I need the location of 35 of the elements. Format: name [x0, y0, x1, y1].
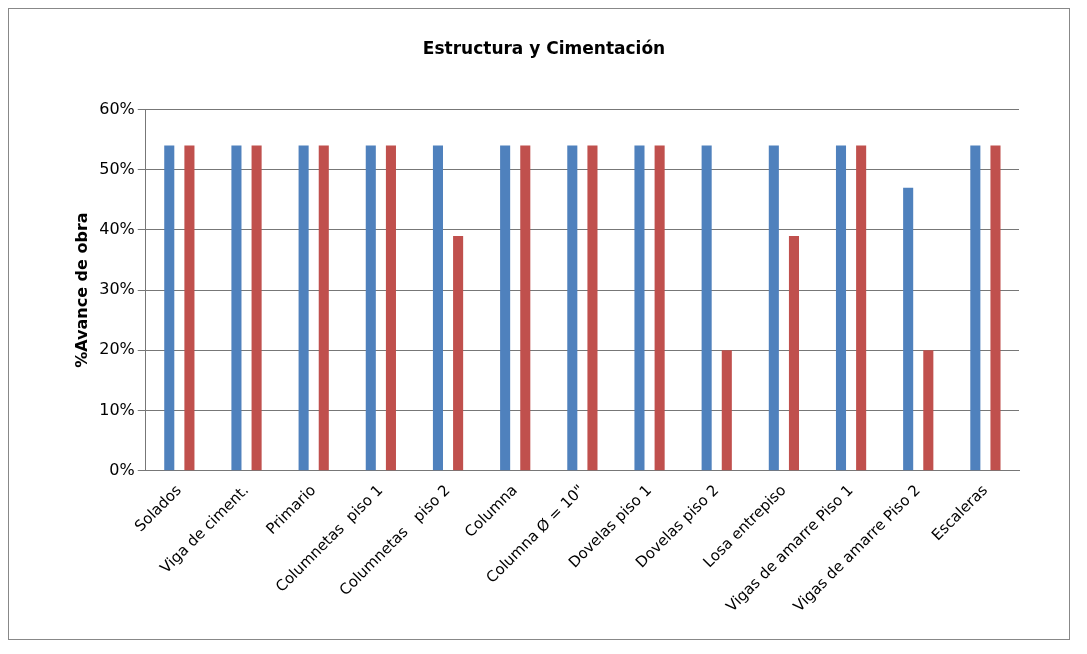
y-tick-label: 20%	[99, 339, 135, 359]
y-axis-title: %Avance de obra	[71, 212, 91, 368]
bar	[923, 350, 934, 471]
bar	[587, 145, 598, 471]
bar	[835, 145, 847, 471]
bar	[184, 145, 195, 471]
bar	[385, 145, 396, 471]
bar	[990, 145, 1001, 471]
bar	[634, 145, 645, 471]
bar	[164, 145, 175, 471]
bar	[231, 145, 242, 471]
y-tick-label: 10%	[99, 399, 135, 419]
bar	[500, 145, 511, 471]
y-tick-label: 40%	[99, 219, 135, 239]
bar	[251, 145, 262, 471]
bar	[298, 145, 309, 471]
bar	[520, 145, 531, 471]
bar	[768, 145, 779, 471]
bar	[318, 145, 329, 471]
bar	[701, 145, 712, 471]
bar	[788, 235, 800, 471]
y-tick-label: 50%	[99, 158, 135, 178]
bar	[567, 145, 578, 471]
y-tick-label: 0%	[109, 459, 135, 479]
bar	[432, 145, 443, 471]
bar	[453, 235, 464, 471]
bar	[365, 145, 376, 471]
bar	[721, 350, 732, 471]
bar	[654, 145, 665, 471]
bar	[970, 145, 981, 471]
y-tick-label: 60%	[99, 98, 135, 118]
y-tick-label: 30%	[99, 279, 135, 299]
chart-title: Estructura y Cimentación	[422, 37, 666, 58]
bar	[856, 145, 867, 471]
bar	[903, 187, 914, 471]
